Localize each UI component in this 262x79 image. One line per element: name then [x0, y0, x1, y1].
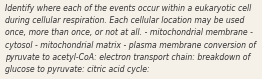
Text: cytosol - mitochondrial matrix - plasma membrane conversion of: cytosol - mitochondrial matrix - plasma …	[5, 41, 256, 50]
Text: pyruvate to acetyl-CoA: electron transport chain: breakdown of: pyruvate to acetyl-CoA: electron transpo…	[5, 53, 250, 62]
Text: glucose to pyruvate: citric acid cycle:: glucose to pyruvate: citric acid cycle:	[5, 65, 149, 74]
Text: during cellular respiration. Each cellular location may be used: during cellular respiration. Each cellul…	[5, 16, 244, 25]
Text: Identify where each of the events occur within a eukaryotic cell: Identify where each of the events occur …	[5, 4, 251, 13]
Text: once, more than once, or not at all. - mitochondrial membrane -: once, more than once, or not at all. - m…	[5, 28, 253, 37]
